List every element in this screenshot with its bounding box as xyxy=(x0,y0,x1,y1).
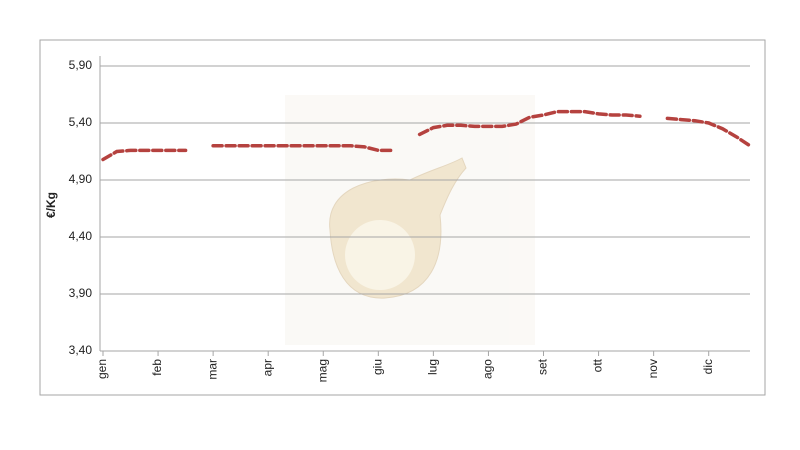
x-tick-label: nov xyxy=(646,359,660,378)
x-tick-label: set xyxy=(536,358,550,375)
y-tick-label: 5,90 xyxy=(69,58,93,72)
x-tick-label: gen xyxy=(95,359,109,379)
y-tick-label: 4,90 xyxy=(69,172,93,186)
x-tick-label: lug xyxy=(426,359,440,375)
x-tick-label: ott xyxy=(591,358,605,372)
y-tick-label: 5,40 xyxy=(69,115,93,129)
chart-frame xyxy=(39,39,766,396)
x-tick-label: dic xyxy=(701,359,715,374)
x-tick-label: feb xyxy=(150,359,164,376)
image-backdrop xyxy=(285,95,535,345)
data-line xyxy=(101,109,752,162)
background-image xyxy=(285,95,535,345)
x-tick-label: ago xyxy=(481,359,495,379)
x-tick-label: giu xyxy=(370,359,384,375)
x-tick-label: mar xyxy=(205,359,219,380)
y-tick-label: 3,90 xyxy=(69,286,93,300)
y-tick-label: 4,40 xyxy=(69,229,93,243)
x-tick-label: mag xyxy=(315,359,329,382)
ham-cut xyxy=(345,220,415,290)
y-tick-label: 3,40 xyxy=(69,343,93,357)
x-tick-label: apr xyxy=(260,359,274,376)
y-axis-label: €/Kg xyxy=(44,192,58,218)
